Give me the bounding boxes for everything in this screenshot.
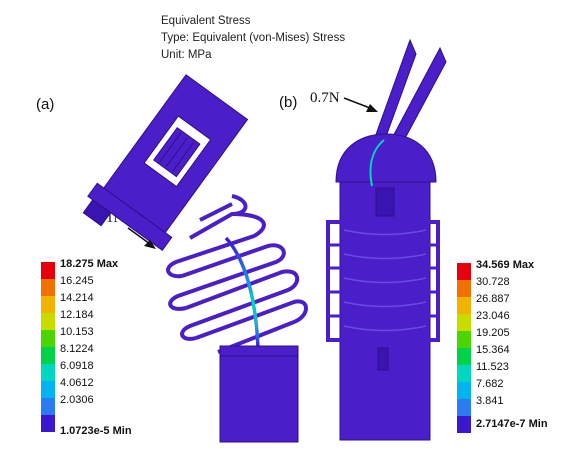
force-arrow-b xyxy=(366,104,378,112)
legend-b-value: 23.046 xyxy=(476,310,510,322)
legend-a-max: 18.275 Max xyxy=(60,258,119,270)
legend-b-swatch xyxy=(457,399,471,416)
legend-b-value: 30.728 xyxy=(476,276,510,288)
panel-b-label: (b) xyxy=(279,94,298,111)
legend-a-swatch xyxy=(41,381,55,398)
legend-b-value: 7.682 xyxy=(476,378,504,390)
legend-b-swatch xyxy=(457,416,471,433)
legend-b-swatch xyxy=(457,297,471,314)
legend-b-value: 3.841 xyxy=(476,395,504,407)
legend-b-value: 15.364 xyxy=(476,344,510,356)
legend-a-value: 4.0612 xyxy=(60,377,94,389)
legend-b-swatch xyxy=(457,365,471,382)
legend-b-swatch xyxy=(457,314,471,331)
legend-a-value: 16.245 xyxy=(60,275,94,287)
legend-b-swatch xyxy=(457,263,471,280)
legend-b-value: 26.887 xyxy=(476,293,510,305)
legend-a-swatch xyxy=(41,262,55,279)
gripper-b-dome xyxy=(335,133,437,183)
legend-a-swatches xyxy=(41,262,55,432)
gripper-a-bellows xyxy=(166,194,308,354)
legend-a-value: 14.214 xyxy=(60,292,94,304)
legend-a-value: 10.153 xyxy=(60,326,94,338)
legend-a-swatch xyxy=(41,364,55,381)
legend-a-swatch xyxy=(41,296,55,313)
header-unit: Unit: MPa xyxy=(161,49,212,61)
legend-b-swatch xyxy=(457,348,471,365)
legend-b-min: 2.7147e-7 Min xyxy=(476,418,548,430)
header-type: Type: Equivalent (von-Mises) Stress xyxy=(161,32,346,44)
legend-b-swatch xyxy=(457,382,471,399)
legend-a-value: 6.0918 xyxy=(60,360,94,372)
legend-a-value: 8.1224 xyxy=(60,343,94,355)
header-title: Equivalent Stress xyxy=(161,15,251,27)
legend-a-swatch xyxy=(41,347,55,364)
gripper-b-bellows xyxy=(326,220,440,342)
legend-b-swatch xyxy=(457,280,471,297)
panel-a-label: (a) xyxy=(36,96,55,113)
legend-b-max: 34.569 Max xyxy=(476,259,535,271)
legend-b-swatch xyxy=(457,331,471,348)
legend-a-min: 1.0723e-5 Min xyxy=(60,425,132,437)
legend-a-swatch xyxy=(41,279,55,296)
gripper-b-body xyxy=(339,181,431,441)
legend-a-swatch xyxy=(41,313,55,330)
force-arrow-a xyxy=(144,240,156,249)
gripper-b-stress-line xyxy=(369,139,385,187)
stress-header: Equivalent Stress Type: Equivalent (von-… xyxy=(161,13,345,64)
legend-b-value: 19.205 xyxy=(476,327,510,339)
legend-a-swatch xyxy=(41,330,55,347)
gripper-b xyxy=(326,38,447,441)
gripper-a-base xyxy=(219,345,299,443)
legend-a-value: 12.184 xyxy=(60,309,94,321)
legend-b-swatches xyxy=(457,263,471,433)
force-label-b: 0.7N xyxy=(310,90,340,106)
legend-a-value: 2.0306 xyxy=(60,394,94,406)
legend-b-value: 11.523 xyxy=(476,361,509,373)
legend-a-swatch xyxy=(41,415,55,432)
gripper-a xyxy=(82,74,308,443)
gripper-a-flange xyxy=(87,182,173,252)
gripper-a-stress-spine xyxy=(224,236,260,349)
legend-a-swatch xyxy=(41,398,55,415)
